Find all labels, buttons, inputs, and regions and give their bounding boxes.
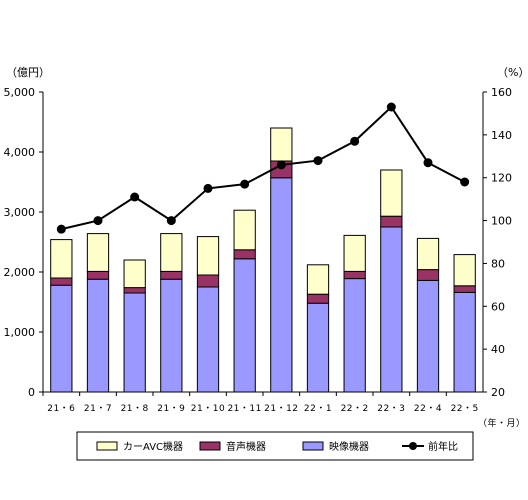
bar-segment bbox=[380, 226, 403, 393]
left-tick-label: 4,000 bbox=[4, 146, 36, 159]
left-tick-label: 5,000 bbox=[4, 86, 36, 99]
bar-segment bbox=[416, 269, 440, 281]
right-tick-label: 120 bbox=[491, 172, 512, 185]
x-tick-label: 21・11 bbox=[227, 404, 261, 414]
bar-segment bbox=[306, 264, 330, 295]
right-tick-label: 80 bbox=[491, 257, 505, 270]
bar-segment bbox=[123, 259, 146, 289]
right-tick-label: 60 bbox=[491, 300, 505, 313]
bar-segment bbox=[380, 169, 403, 217]
yoy-point bbox=[386, 102, 396, 112]
x-tick-label: 22・5 bbox=[451, 404, 479, 414]
left-tick-label: 0 bbox=[28, 386, 35, 399]
yoy-series-line bbox=[61, 105, 466, 231]
bar-segment bbox=[453, 285, 476, 293]
legend-swatch-marker bbox=[409, 442, 417, 450]
right-axis-unit: （%） bbox=[497, 66, 528, 79]
left-axis-unit: （億円） bbox=[6, 66, 50, 79]
bar-segment bbox=[123, 287, 146, 294]
left-tick-label: 3,000 bbox=[4, 206, 36, 219]
right-tick-label: 100 bbox=[491, 215, 512, 228]
x-axis-unit: （年・月） bbox=[478, 417, 526, 429]
yoy-point bbox=[276, 160, 286, 170]
bar-segment bbox=[50, 284, 73, 393]
yoy-point bbox=[93, 216, 103, 226]
legend-label: 音声機器 bbox=[226, 440, 266, 453]
bar-segment bbox=[306, 293, 330, 304]
bar-segment bbox=[86, 270, 110, 280]
x-tick-label: 22・3 bbox=[377, 404, 405, 414]
legend-label: 映像機器 bbox=[329, 440, 369, 453]
yoy-point bbox=[203, 183, 213, 193]
x-tick-label: 21・9 bbox=[157, 404, 185, 414]
x-tick-label: 22・4 bbox=[414, 404, 442, 414]
right-tick-label: 140 bbox=[491, 129, 512, 142]
bar-segment bbox=[416, 279, 440, 393]
left-tick-label: 2,000 bbox=[4, 266, 36, 279]
yoy-point bbox=[460, 177, 470, 187]
bar-segment bbox=[343, 234, 366, 272]
axes: 0 1,000 2,000 3,000 4,000 5,000 20 40 60 80 100 120… bbox=[4, 86, 513, 414]
legend-swatch bbox=[96, 441, 118, 451]
yoy-point bbox=[130, 192, 140, 202]
bar-segment bbox=[233, 209, 256, 251]
yoy-point bbox=[56, 224, 66, 234]
x-tick-label: 22・1 bbox=[304, 404, 332, 414]
bar-segment bbox=[196, 236, 220, 276]
bar-segment bbox=[270, 127, 293, 162]
bar-segment bbox=[233, 258, 256, 393]
legend-label: 前年比 bbox=[428, 440, 458, 453]
bar-segment bbox=[50, 239, 73, 279]
bar-segment bbox=[306, 302, 330, 393]
yoy-point bbox=[166, 216, 176, 226]
bar-segment bbox=[343, 270, 366, 280]
x-tick-label: 21・7 bbox=[84, 404, 112, 414]
x-tick-label: 21・12 bbox=[264, 404, 298, 414]
bar-segment bbox=[86, 278, 110, 393]
bar-segment bbox=[416, 237, 440, 271]
bar-segment bbox=[233, 249, 256, 260]
bar-segment bbox=[453, 291, 476, 393]
legend-swatch bbox=[199, 441, 221, 451]
bar-segment bbox=[160, 270, 183, 280]
right-tick-label: 160 bbox=[491, 86, 512, 99]
bars bbox=[50, 127, 476, 393]
bar-segment bbox=[270, 177, 293, 393]
legend-label: カーAVC機器 bbox=[123, 440, 183, 453]
bar-segment bbox=[160, 278, 183, 393]
bar-segment bbox=[196, 286, 220, 393]
x-tick-label: 21・10 bbox=[191, 404, 225, 414]
bar-segment bbox=[196, 274, 220, 288]
bar-segment bbox=[160, 233, 183, 272]
yoy-point bbox=[423, 158, 433, 168]
yoy-point bbox=[350, 136, 360, 146]
bar-segment bbox=[343, 278, 366, 393]
bar-segment bbox=[380, 215, 403, 228]
x-tick-label: 21・6 bbox=[47, 404, 75, 414]
yoy-line bbox=[56, 102, 470, 234]
x-tick-label: 22・2 bbox=[341, 404, 369, 414]
bar-segment bbox=[86, 233, 110, 272]
legend: カーAVC機器 音声機器 映像機器 前年比 bbox=[76, 431, 474, 461]
right-tick-label: 40 bbox=[491, 343, 505, 356]
bar-segment bbox=[123, 292, 146, 393]
yoy-point bbox=[313, 156, 323, 166]
x-tick-label: 21・8 bbox=[121, 404, 149, 414]
legend-swatch bbox=[302, 441, 324, 451]
bar-segment bbox=[50, 277, 73, 286]
yoy-point bbox=[240, 179, 250, 189]
left-tick-label: 1,000 bbox=[4, 326, 36, 339]
right-tick-label: 20 bbox=[491, 386, 505, 399]
bar-segment bbox=[453, 254, 476, 287]
